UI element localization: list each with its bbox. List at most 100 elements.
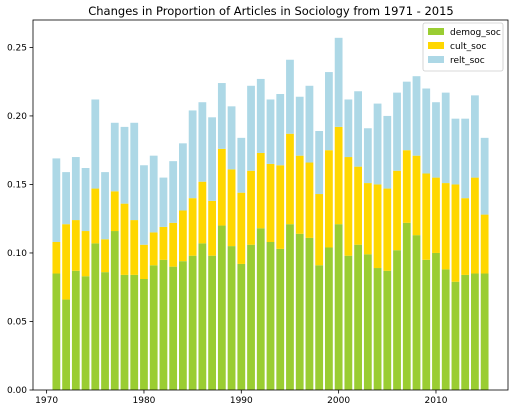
bar-demog_soc-2009: [422, 259, 431, 390]
bar-relt_soc-1991: [247, 85, 255, 171]
bar-demog_soc-1999: [325, 247, 333, 390]
legend-label-cult_soc: cult_soc: [450, 42, 486, 52]
y-tick-label: 0.10: [7, 249, 27, 259]
bar-demog_soc-1992: [256, 228, 265, 390]
y-tick-label: 0.20: [7, 112, 27, 122]
bar-demog_soc-1981: [149, 265, 158, 390]
bar-cult_soc-2014: [471, 177, 479, 274]
y-tick-label: 0.25: [7, 43, 27, 53]
bar-relt_soc-2007: [402, 81, 411, 151]
y-tick-label: 0.05: [7, 317, 27, 327]
bar-cult_soc-1996: [295, 155, 304, 234]
bar-relt_soc-1977: [110, 122, 119, 192]
bar-relt_soc-1974: [81, 168, 90, 232]
bar-relt_soc-2006: [393, 92, 401, 171]
bar-relt_soc-2015: [480, 137, 489, 215]
bar-cult_soc-1986: [198, 181, 207, 244]
bar-cult_soc-1994: [276, 165, 285, 249]
bar-cult_soc-2013: [461, 198, 470, 275]
bar-cult_soc-1998: [315, 194, 324, 266]
bar-demog_soc-2011: [441, 269, 450, 390]
bar-demog_soc-2012: [451, 281, 460, 390]
bar-relt_soc-1997: [305, 85, 314, 163]
x-tick-label: 2000: [327, 396, 350, 406]
bar-demog_soc-1974: [81, 276, 90, 390]
bar-relt_soc-2000: [334, 37, 343, 127]
bar-cult_soc-1978: [120, 203, 129, 275]
legend-label-relt_soc: relt_soc: [450, 56, 485, 66]
bar-cult_soc-2002: [354, 166, 362, 245]
series-demog_soc: [52, 222, 489, 390]
bar-cult_soc-2001: [344, 157, 353, 256]
bar-relt_soc-1987: [208, 117, 216, 201]
bar-demog_soc-1977: [110, 231, 119, 390]
bar-relt_soc-2004: [373, 103, 382, 185]
bar-cult_soc-1983: [169, 222, 178, 267]
bar-demog_soc-1996: [295, 233, 304, 390]
bar-demog_soc-1972: [62, 299, 70, 390]
bar-demog_soc-1998: [315, 265, 324, 390]
series-relt_soc: [52, 37, 489, 245]
y-tick-label: 0.15: [7, 180, 27, 190]
bars-layer: [52, 37, 489, 390]
bar-relt_soc-2010: [432, 102, 440, 178]
bar-demog_soc-2008: [412, 235, 421, 390]
bar-relt_soc-2002: [354, 91, 362, 167]
bar-demog_soc-1978: [120, 274, 129, 390]
bar-demog_soc-1995: [286, 224, 294, 390]
bar-relt_soc-1976: [101, 172, 109, 240]
bar-cult_soc-2006: [393, 170, 401, 251]
bar-cult_soc-2011: [441, 183, 450, 270]
bar-cult_soc-1989: [227, 169, 236, 247]
bar-cult_soc-1980: [140, 244, 148, 279]
bar-cult_soc-1995: [286, 133, 294, 225]
bar-cult_soc-1981: [149, 232, 158, 266]
bar-cult_soc-1977: [110, 191, 119, 232]
bar-demog_soc-1971: [52, 273, 61, 390]
bar-relt_soc-2013: [461, 118, 470, 199]
bar-cult_soc-2007: [402, 150, 411, 223]
bar-relt_soc-1971: [52, 158, 61, 242]
x-tick-label: 1990: [230, 396, 253, 406]
bar-demog_soc-1975: [91, 243, 100, 390]
bar-relt_soc-1972: [62, 172, 70, 225]
x-tick-label: 2010: [425, 396, 448, 406]
bar-demog_soc-2004: [373, 268, 382, 390]
bar-cult_soc-2010: [432, 177, 440, 253]
bar-relt_soc-2005: [383, 115, 392, 189]
bar-relt_soc-1975: [91, 99, 100, 189]
x-tick-label: 1970: [35, 396, 58, 406]
bar-cult_soc-1976: [101, 239, 109, 273]
bar-cult_soc-2012: [451, 184, 460, 282]
bar-relt_soc-1988: [217, 83, 226, 149]
bar-cult_soc-1987: [208, 200, 216, 256]
bar-cult_soc-1993: [266, 163, 275, 242]
bar-relt_soc-1998: [315, 131, 324, 195]
legend: demog_soc cult_soc relt_soc: [422, 22, 504, 72]
y-tick-label: 0.00: [7, 386, 27, 396]
bar-relt_soc-2009: [422, 88, 431, 174]
bar-relt_soc-1992: [256, 78, 265, 153]
bar-relt_soc-1979: [130, 122, 139, 221]
bar-relt_soc-2014: [471, 95, 479, 178]
bar-relt_soc-1995: [286, 59, 294, 134]
bar-relt_soc-2001: [344, 99, 353, 158]
bar-demog_soc-1997: [305, 237, 314, 390]
bar-demog_soc-1973: [71, 270, 80, 390]
bar-demog_soc-1988: [217, 225, 226, 390]
bar-demog_soc-1979: [130, 274, 139, 390]
bar-demog_soc-2005: [383, 270, 392, 390]
bar-cult_soc-1984: [179, 210, 187, 262]
bar-demog_soc-1993: [266, 242, 275, 390]
bar-relt_soc-1980: [140, 165, 148, 245]
bar-cult_soc-1992: [256, 152, 265, 229]
bar-cult_soc-1975: [91, 188, 100, 244]
bar-cult_soc-1974: [81, 231, 90, 277]
bar-relt_soc-1989: [227, 106, 236, 170]
bar-demog_soc-1980: [140, 279, 148, 390]
bar-cult_soc-1985: [188, 198, 197, 256]
bar-demog_soc-1987: [208, 255, 216, 390]
series-cult_soc: [52, 126, 489, 300]
bar-cult_soc-2015: [480, 214, 489, 274]
bar-demog_soc-2014: [471, 273, 479, 390]
